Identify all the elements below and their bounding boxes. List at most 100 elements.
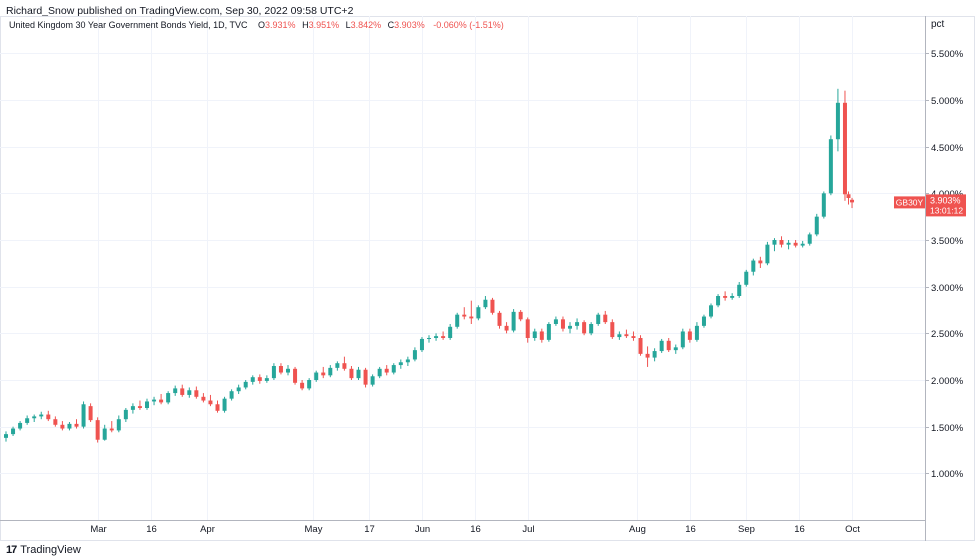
candle-body	[631, 336, 636, 338]
candle	[476, 305, 481, 321]
candle	[730, 293, 735, 300]
candle	[490, 297, 495, 315]
candle-body	[716, 296, 721, 306]
y-tick-label: 4.500%	[931, 143, 964, 154]
candle-body	[462, 314, 467, 317]
candle	[504, 322, 509, 334]
chart-border	[0, 16, 975, 541]
candle	[617, 331, 622, 340]
candle	[694, 322, 699, 342]
candle-body	[39, 414, 44, 417]
candle	[723, 291, 728, 301]
candle-body	[687, 331, 692, 340]
candle-body	[81, 404, 86, 427]
x-tick-label: 16	[146, 524, 157, 535]
candle-body	[645, 353, 650, 358]
candle	[412, 347, 417, 362]
candle	[786, 240, 791, 250]
candle-body	[257, 377, 262, 381]
candle-body	[441, 336, 446, 338]
candle	[215, 400, 220, 413]
candle	[116, 415, 121, 433]
candle	[744, 269, 749, 287]
candle	[201, 393, 206, 403]
candle-body	[511, 311, 516, 331]
x-tick-label: Oct	[845, 524, 860, 535]
candle-body	[694, 325, 699, 340]
candle	[603, 310, 608, 324]
candle	[109, 421, 114, 433]
candle-body	[370, 376, 375, 385]
candle	[145, 398, 150, 410]
candle	[159, 394, 164, 405]
y-tick-label: 3.500%	[931, 236, 964, 247]
candle-body	[187, 390, 192, 395]
candle	[102, 424, 107, 441]
candle	[173, 385, 178, 396]
legend-low-label: L	[346, 20, 351, 30]
candle-body	[469, 316, 474, 319]
candle-body	[215, 404, 220, 411]
candle	[673, 344, 678, 354]
candle	[278, 363, 283, 375]
candle-body	[842, 102, 847, 195]
candle-body	[293, 368, 298, 383]
candle-body	[532, 331, 537, 338]
candle-body	[159, 399, 164, 403]
candle-body	[786, 242, 791, 245]
candle	[560, 316, 565, 332]
candle-body	[617, 334, 622, 338]
last-price-tag	[926, 194, 966, 217]
candle	[95, 417, 100, 443]
candle	[779, 236, 784, 248]
candle	[342, 356, 347, 371]
candle-body	[412, 350, 417, 360]
candle	[532, 328, 537, 341]
candle-body	[730, 296, 735, 298]
candle	[828, 135, 833, 196]
candle-body	[589, 324, 594, 334]
chart-frame[interactable]: 1.000%1.500%2.000%2.500%3.000%3.500%4.00…	[0, 16, 975, 541]
x-tick-label: 16	[470, 524, 481, 535]
candle-body	[814, 216, 819, 235]
candle-body	[821, 193, 826, 217]
candle	[469, 300, 474, 324]
legend-open-label: O	[258, 20, 265, 30]
tradingview-logo-icon: 17	[6, 544, 17, 556]
candle	[518, 310, 523, 322]
x-tick-label: Aug	[629, 524, 646, 535]
y-tick-label: 2.500%	[931, 329, 964, 340]
x-tick-label: 17	[364, 524, 375, 535]
candle-body	[74, 423, 79, 427]
candle	[497, 310, 502, 329]
time-scale[interactable]: Mar 16 Apr May 17 Jun 16 Jul Aug 16 Sep 16 Oct	[90, 524, 860, 535]
y-tick-label: 5.500%	[931, 49, 964, 60]
candle	[483, 296, 488, 310]
candle-body	[25, 418, 30, 423]
candle-body	[243, 381, 248, 388]
candle	[737, 282, 742, 298]
legend-change: -0.060% (-1.51%)	[433, 20, 504, 30]
candle	[53, 416, 58, 427]
candle-body	[490, 299, 495, 313]
candle-body	[405, 359, 410, 363]
candle	[257, 374, 262, 384]
candles-layer	[4, 88, 855, 443]
candle	[250, 375, 255, 385]
candle-body	[434, 336, 439, 338]
footer-brand: TradingView	[20, 544, 81, 556]
candle-body	[88, 406, 93, 421]
candle	[427, 335, 432, 343]
candle-body	[455, 314, 460, 327]
candle-body	[321, 372, 326, 376]
candle	[194, 386, 199, 399]
candle-body	[250, 377, 255, 382]
candle	[758, 256, 763, 268]
candle-body	[307, 380, 312, 389]
candle	[716, 294, 721, 308]
candle-body	[553, 319, 558, 324]
candle-body	[723, 296, 728, 298]
last-price-label: 3.903%	[930, 195, 961, 205]
candle	[814, 213, 819, 237]
candle	[130, 403, 135, 414]
